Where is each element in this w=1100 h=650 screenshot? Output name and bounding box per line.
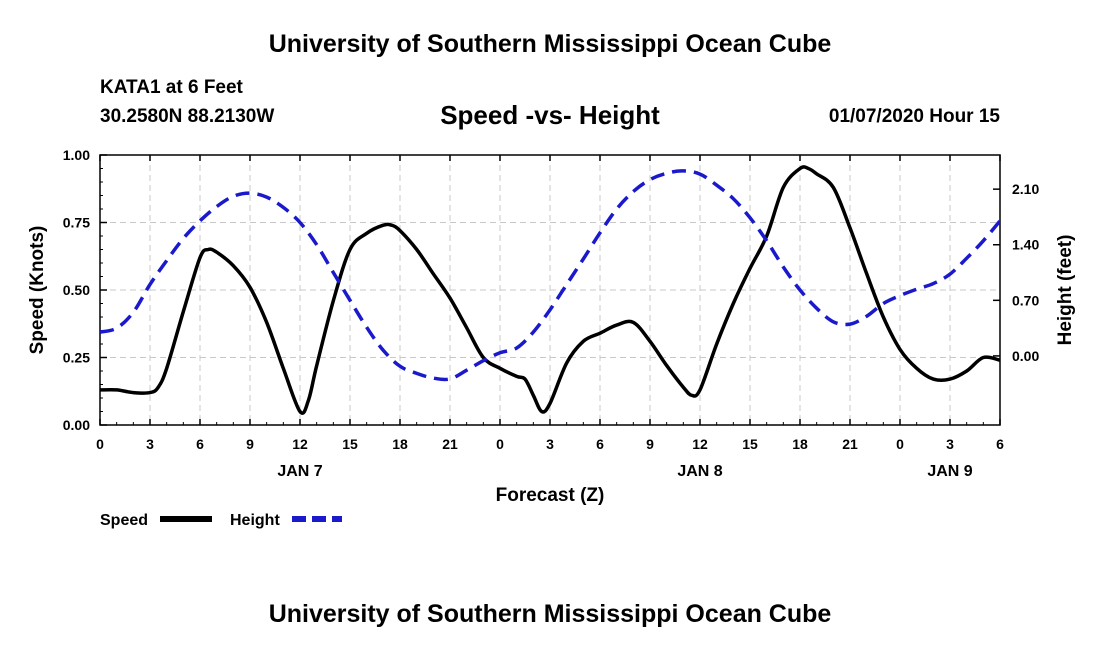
y-left-tick-label: 0.50 xyxy=(63,282,90,298)
footer-title: University of Southern Mississippi Ocean… xyxy=(268,600,832,628)
x-tick-label: 6 xyxy=(196,436,204,452)
legend-label-height: Height xyxy=(230,512,280,529)
y-right-tick-label: 2.10 xyxy=(1012,181,1039,197)
day-label: JAN 7 xyxy=(277,463,322,480)
x-tick-label: 0 xyxy=(896,436,904,452)
day-label: JAN 8 xyxy=(677,463,722,480)
y-right-axis-title: Height (feet) xyxy=(1055,235,1076,346)
x-tick-label: 3 xyxy=(546,436,554,452)
y-right-tick-label: 0.70 xyxy=(1012,292,1039,308)
legend-label-speed: Speed xyxy=(100,512,148,529)
x-tick-label: 9 xyxy=(246,436,254,452)
station-label: KATA1 at 6 Feet xyxy=(100,77,243,98)
y-right-tick-label: 0.00 xyxy=(1012,348,1039,364)
x-tick-label: 0 xyxy=(496,436,504,452)
x-tick-label: 15 xyxy=(742,436,758,452)
station-coords: 30.2580N 88.2130W xyxy=(100,106,275,127)
x-tick-label: 18 xyxy=(392,436,408,452)
x-tick-label: 21 xyxy=(842,436,858,452)
y-left-tick-label: 0.75 xyxy=(63,215,90,231)
x-tick-label: 3 xyxy=(946,436,954,452)
x-tick-label: 6 xyxy=(596,436,604,452)
y-left-tick-label: 0.00 xyxy=(63,417,90,433)
series-line-speed xyxy=(100,165,1000,415)
page-title: University of Southern Mississippi Ocean… xyxy=(268,30,832,58)
forecast-timestamp: 01/07/2020 Hour 15 xyxy=(828,106,1000,127)
x-tick-label: 3 xyxy=(146,436,154,452)
series-line-height xyxy=(100,169,1000,382)
x-tick-label: 12 xyxy=(692,436,708,452)
plot-title: Speed -vs- Height xyxy=(440,100,660,130)
y-left-axis-title: Speed (Knots) xyxy=(27,226,48,355)
x-tick-label: 21 xyxy=(442,436,458,452)
y-left-tick-label: 0.25 xyxy=(63,350,90,366)
day-label: JAN 9 xyxy=(927,463,972,480)
x-tick-label: 9 xyxy=(646,436,654,452)
x-tick-label: 6 xyxy=(996,436,1004,452)
x-tick-label: 0 xyxy=(96,436,104,452)
x-tick-label: 15 xyxy=(342,436,358,452)
x-tick-label: 18 xyxy=(792,436,808,452)
x-axis-title: Forecast (Z) xyxy=(496,485,605,506)
x-tick-label: 12 xyxy=(292,436,308,452)
y-right-tick-label: 1.40 xyxy=(1012,237,1039,253)
y-left-tick-label: 1.00 xyxy=(63,147,90,163)
